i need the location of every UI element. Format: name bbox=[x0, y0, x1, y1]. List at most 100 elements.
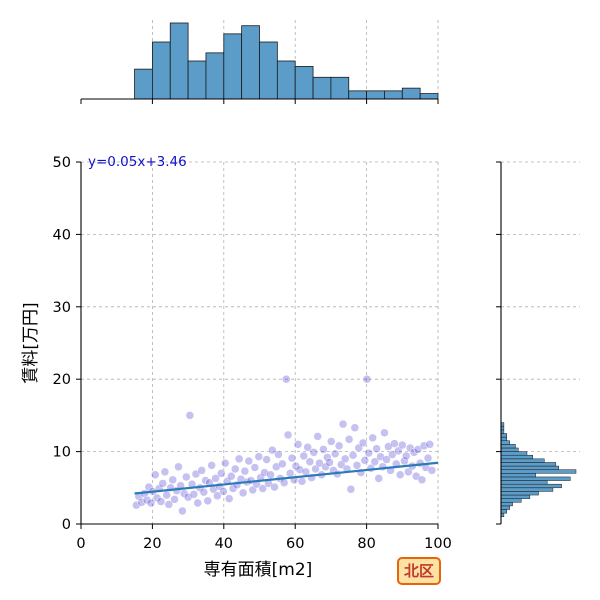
top-hist-bar bbox=[187, 60, 207, 100]
right-hist-bar bbox=[500, 476, 571, 481]
right-hist-bar bbox=[500, 498, 522, 503]
top-hist-bar bbox=[384, 90, 403, 100]
scatter-point bbox=[203, 496, 212, 506]
scatter-point bbox=[350, 423, 360, 432]
scatter-point bbox=[337, 460, 346, 469]
scatter-point bbox=[364, 448, 373, 458]
top-hist-bar bbox=[401, 87, 421, 100]
top-hist-bar bbox=[223, 33, 243, 100]
scatter-point bbox=[419, 441, 429, 451]
scatter-point bbox=[283, 430, 293, 440]
main-gridlines bbox=[81, 161, 439, 524]
scatter-point bbox=[400, 456, 409, 466]
scatter-point bbox=[404, 467, 413, 477]
right-hist-bar bbox=[500, 509, 508, 514]
scatter-point bbox=[382, 455, 391, 464]
scatter-point bbox=[238, 488, 248, 498]
y-axis-label: 賃料[万円] bbox=[21, 302, 41, 383]
scatter-point bbox=[266, 470, 275, 480]
top-hist-bar bbox=[366, 90, 385, 100]
x-tick-label: 40 bbox=[215, 536, 233, 552]
x-axis-label: 専有面積[m2] bbox=[204, 560, 313, 580]
scatter-point bbox=[185, 411, 195, 420]
scatter-point bbox=[344, 435, 354, 444]
scatter-point bbox=[220, 458, 230, 468]
scatter-point bbox=[327, 437, 336, 446]
right-hist-bar bbox=[500, 454, 533, 460]
scatter-point bbox=[380, 428, 389, 438]
scatter-point bbox=[348, 450, 358, 460]
y-tick-label: 40 bbox=[53, 227, 71, 243]
scatter-point bbox=[417, 475, 427, 485]
scatter-point bbox=[372, 444, 381, 453]
scatter-point bbox=[330, 449, 340, 459]
scatter-point bbox=[287, 453, 297, 463]
scatter-point bbox=[362, 374, 372, 384]
scatter-point bbox=[395, 470, 405, 480]
scatter-point bbox=[158, 479, 168, 488]
scatter-point bbox=[168, 475, 177, 485]
scatter-point bbox=[390, 439, 399, 448]
right-hist-bar bbox=[500, 440, 510, 445]
scatter-point bbox=[313, 432, 322, 441]
scatter-point bbox=[258, 484, 267, 493]
scatter-point bbox=[219, 487, 228, 496]
top-hist-bar bbox=[330, 76, 350, 100]
scatter-point bbox=[352, 461, 362, 470]
regression-line-group bbox=[134, 461, 439, 495]
scatter-point bbox=[425, 440, 435, 449]
right-hist-bar bbox=[500, 433, 508, 438]
scatter-point bbox=[354, 443, 363, 453]
scatter-point bbox=[217, 469, 226, 478]
top-hist-bar bbox=[348, 90, 368, 100]
right-hist-bar bbox=[500, 494, 531, 499]
scatter-point bbox=[394, 446, 403, 456]
right-hist-bar bbox=[500, 480, 548, 485]
main-axes: 0 20 40 60 80 100 0 10 20 30 40 50 bbox=[53, 155, 452, 552]
y-tick-label: 30 bbox=[53, 300, 71, 316]
scatter-point bbox=[137, 498, 146, 507]
scatter-point bbox=[423, 453, 433, 463]
x-tick-label: 100 bbox=[424, 536, 452, 552]
top-hist-bar bbox=[294, 66, 314, 100]
scatter-point bbox=[207, 461, 216, 470]
scatter-point bbox=[270, 482, 279, 492]
scatter-point bbox=[262, 455, 271, 464]
scatter-point bbox=[401, 451, 411, 461]
scatter-point bbox=[234, 454, 244, 464]
scatter-point bbox=[224, 494, 234, 503]
right-marginal-histogram bbox=[496, 161, 580, 525]
right-hist-bar bbox=[500, 491, 539, 496]
x-tick-label: 80 bbox=[357, 536, 375, 552]
scatter-point bbox=[174, 462, 183, 472]
top-hist-bar bbox=[259, 41, 278, 100]
right-hist-bar bbox=[500, 469, 577, 474]
scatter-point bbox=[309, 448, 319, 457]
scatter-point bbox=[211, 474, 220, 483]
right-hist-bar bbox=[500, 447, 519, 452]
scatter-point bbox=[250, 463, 260, 472]
scatter-point bbox=[299, 451, 309, 461]
scatter-point bbox=[189, 490, 199, 499]
scatter-point bbox=[368, 433, 377, 443]
regression-line bbox=[134, 461, 439, 495]
scatter-point bbox=[325, 458, 334, 467]
scatter-point bbox=[197, 466, 206, 475]
scatter-point bbox=[240, 466, 250, 476]
scatter-point bbox=[278, 459, 287, 469]
right-hist-bar bbox=[500, 436, 508, 441]
scatter-point bbox=[162, 490, 171, 500]
scatter-point bbox=[146, 498, 156, 508]
x-tick-label: 60 bbox=[286, 536, 304, 552]
scatter-point bbox=[427, 466, 437, 475]
right-hist-bar bbox=[500, 505, 510, 510]
scatter-point bbox=[305, 457, 315, 466]
right-hist-bar bbox=[500, 444, 516, 449]
scatter-point bbox=[227, 471, 236, 481]
y-tick-label: 10 bbox=[53, 445, 71, 461]
scatter-point bbox=[151, 470, 160, 480]
scatter-point bbox=[360, 456, 370, 465]
top-hist-bar bbox=[205, 52, 225, 100]
top-hist-bar bbox=[169, 22, 189, 100]
